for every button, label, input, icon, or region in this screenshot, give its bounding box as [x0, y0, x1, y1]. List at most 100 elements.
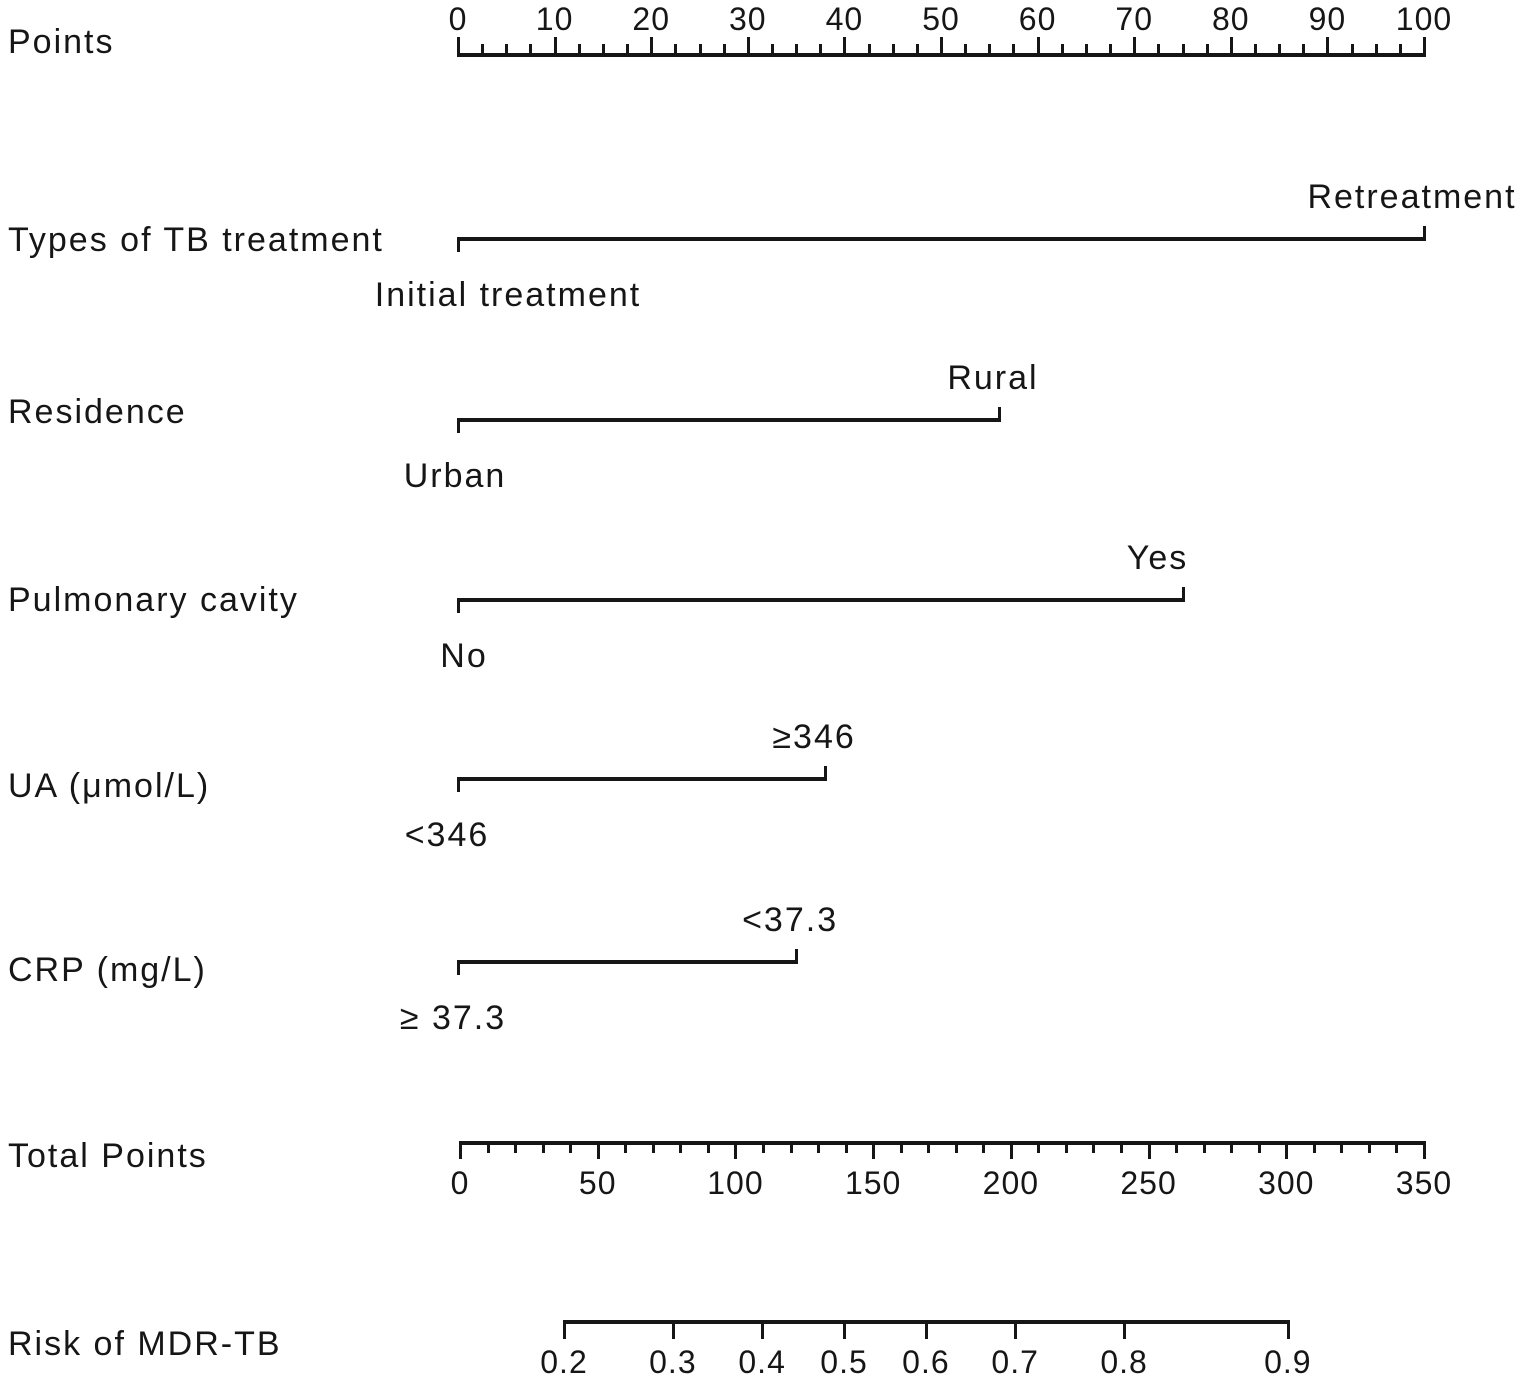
predictor-low-tick	[457, 237, 460, 252]
total-points-minor-tick	[679, 1145, 683, 1153]
points-minor-tick	[770, 44, 774, 53]
points-minor-tick	[1060, 44, 1064, 53]
total-points-minor-tick	[1257, 1145, 1261, 1153]
points-tick-label: 100	[1395, 1, 1453, 37]
predictor-high-label: Yes	[1126, 539, 1189, 577]
total-points-major-tick	[1423, 1145, 1426, 1159]
predictor-high-label: Retreatment	[1307, 178, 1517, 216]
total-points-minor-tick	[954, 1145, 958, 1153]
total-points-tick-label: 250	[1120, 1165, 1177, 1201]
row-label-ua: UA (μmol/L)	[8, 767, 211, 805]
points-major-tick	[1423, 37, 1426, 53]
points-minor-tick	[529, 44, 533, 53]
row-label-residence: Residence	[8, 393, 187, 431]
points-major-tick	[1326, 37, 1330, 53]
total-points-minor-tick	[624, 1145, 628, 1153]
points-minor-tick	[1253, 44, 1257, 53]
points-minor-tick	[1398, 44, 1402, 53]
total-points-minor-tick	[1340, 1145, 1344, 1153]
predictor-low-label: Initial treatment	[374, 276, 642, 314]
points-minor-tick	[1012, 44, 1016, 53]
total-points-minor-tick	[541, 1145, 545, 1153]
total-points-minor-tick	[1037, 1145, 1041, 1153]
risk-tick-label: 0.5	[820, 1344, 868, 1380]
predictor-high-label: Rural	[947, 359, 1039, 397]
points-tick-label: 20	[632, 1, 670, 37]
predictor-low-label: No	[440, 637, 488, 675]
points-minor-tick	[601, 44, 605, 53]
total-points-minor-tick	[1202, 1145, 1206, 1153]
points-tick-label: 60	[1018, 1, 1057, 37]
total-points-tick-label: 150	[844, 1165, 902, 1201]
points-minor-tick	[867, 44, 871, 53]
risk-tick-label: 0.3	[649, 1344, 697, 1380]
points-minor-tick	[1181, 44, 1185, 53]
points-axis-line	[457, 53, 1426, 57]
points-minor-tick	[722, 44, 726, 53]
total-points-minor-tick	[486, 1145, 490, 1153]
total-points-major-tick	[1147, 1145, 1151, 1159]
points-minor-tick	[1084, 44, 1088, 53]
total-points-tick-label: 100	[707, 1165, 764, 1201]
total-points-major-tick	[1009, 1145, 1013, 1159]
total-points-minor-tick	[651, 1145, 655, 1153]
predictor-low-tick	[457, 960, 460, 975]
predictor-line	[457, 777, 828, 781]
points-major-tick	[940, 37, 943, 53]
points-minor-tick	[819, 44, 823, 53]
total-points-axis-line	[459, 1141, 1426, 1145]
points-major-tick	[1036, 37, 1040, 53]
row-label-tb-treatment: Types of TB treatment	[8, 221, 384, 259]
predictor-line	[457, 960, 799, 964]
total-points-minor-tick	[514, 1145, 518, 1153]
points-minor-tick	[795, 44, 799, 53]
points-minor-tick	[698, 44, 702, 53]
predictor-high-tick	[824, 766, 828, 781]
total-points-minor-tick	[1395, 1145, 1399, 1153]
risk-tick-label: 0.4	[738, 1344, 786, 1380]
predictor-low-label: ≥ 37.3	[399, 999, 507, 1037]
points-minor-tick	[505, 44, 509, 53]
points-minor-tick	[1278, 44, 1282, 53]
total-points-minor-tick	[1230, 1145, 1234, 1153]
total-points-major-tick	[596, 1145, 600, 1159]
points-tick-label: 40	[825, 1, 864, 37]
predictor-high-tick	[1181, 587, 1185, 602]
total-points-minor-tick	[982, 1145, 986, 1153]
total-points-minor-tick	[1064, 1145, 1068, 1153]
risk-tick	[761, 1324, 765, 1339]
points-minor-tick	[915, 44, 919, 53]
risk-tick-label: 0.8	[1100, 1344, 1148, 1380]
predictor-low-label: Urban	[403, 457, 507, 495]
total-points-major-tick	[872, 1145, 876, 1159]
total-points-minor-tick	[1367, 1145, 1371, 1153]
points-tick-label: 70	[1115, 1, 1153, 37]
points-minor-tick	[1350, 44, 1354, 53]
predictor-line	[457, 598, 1185, 602]
total-points-tick-label: 50	[578, 1165, 617, 1201]
risk-tick	[924, 1324, 928, 1339]
predictor-high-tick	[1423, 226, 1426, 241]
risk-axis-line	[563, 1320, 1290, 1324]
total-points-major-tick	[734, 1145, 738, 1159]
total-points-tick-label: 200	[982, 1165, 1040, 1201]
points-minor-tick	[1302, 44, 1306, 53]
predictor-line	[457, 418, 1001, 422]
risk-tick-label: 0.9	[1264, 1344, 1312, 1380]
total-points-minor-tick	[706, 1145, 710, 1153]
points-minor-tick	[988, 44, 992, 53]
total-points-tick-label: 0	[450, 1165, 470, 1201]
row-label-crp: CRP (mg/L)	[8, 951, 207, 989]
row-label-risk: Risk of MDR-TB	[8, 1325, 282, 1363]
total-points-minor-tick	[899, 1145, 903, 1153]
points-major-tick	[457, 37, 460, 53]
risk-tick-label: 0.7	[991, 1344, 1039, 1380]
total-points-minor-tick	[817, 1145, 821, 1153]
points-minor-tick	[626, 44, 630, 53]
points-tick-label: 90	[1308, 1, 1347, 37]
points-tick-label: 30	[729, 1, 767, 37]
risk-tick	[1286, 1324, 1290, 1339]
points-major-tick	[843, 37, 847, 53]
total-points-minor-tick	[844, 1145, 848, 1153]
